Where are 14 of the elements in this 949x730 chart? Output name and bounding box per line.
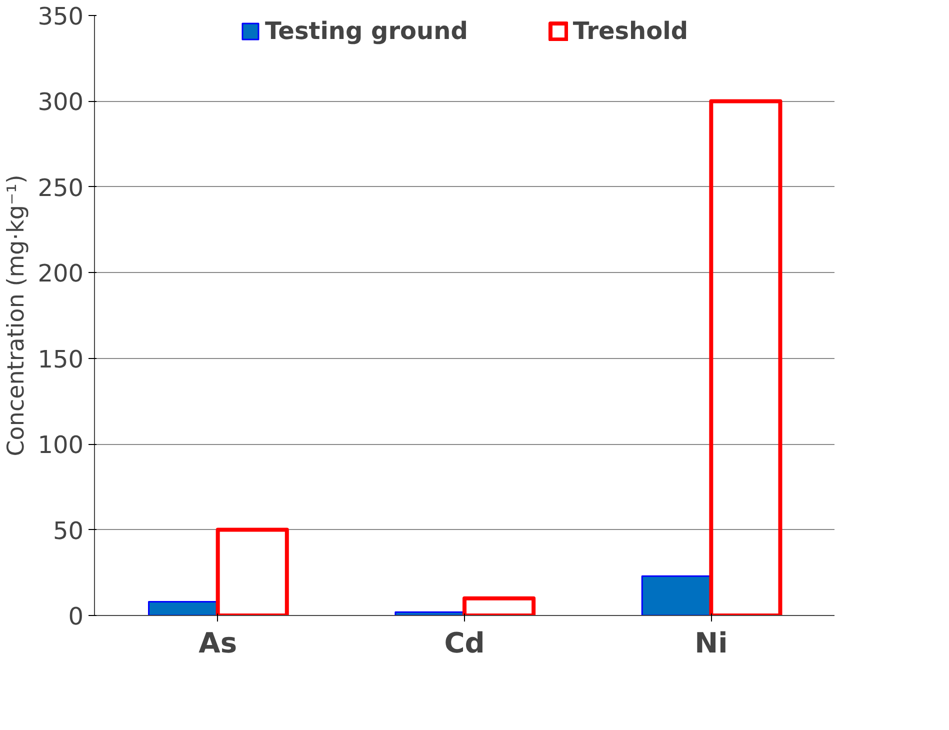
y-tick-label: 150 bbox=[38, 345, 84, 374]
x-tick-label: Cd bbox=[444, 626, 485, 660]
y-tick-label: 0 bbox=[68, 602, 84, 630]
y-tick-label: 100 bbox=[38, 431, 84, 460]
x-tick-label: As bbox=[198, 626, 238, 660]
legend-label: Testing ground bbox=[264, 17, 468, 45]
legend-label: Treshold bbox=[572, 17, 688, 45]
x-tick-label: Ni bbox=[694, 626, 728, 660]
y-axis-title: Concentration (mg·kg⁻¹) bbox=[4, 174, 30, 456]
y-tick-label: 350 bbox=[38, 2, 84, 30]
y-tick-label: 250 bbox=[38, 174, 84, 202]
y-tick-label: 50 bbox=[52, 516, 84, 545]
y-tick-label: 200 bbox=[38, 260, 84, 288]
y-tick-label: 300 bbox=[38, 88, 84, 116]
